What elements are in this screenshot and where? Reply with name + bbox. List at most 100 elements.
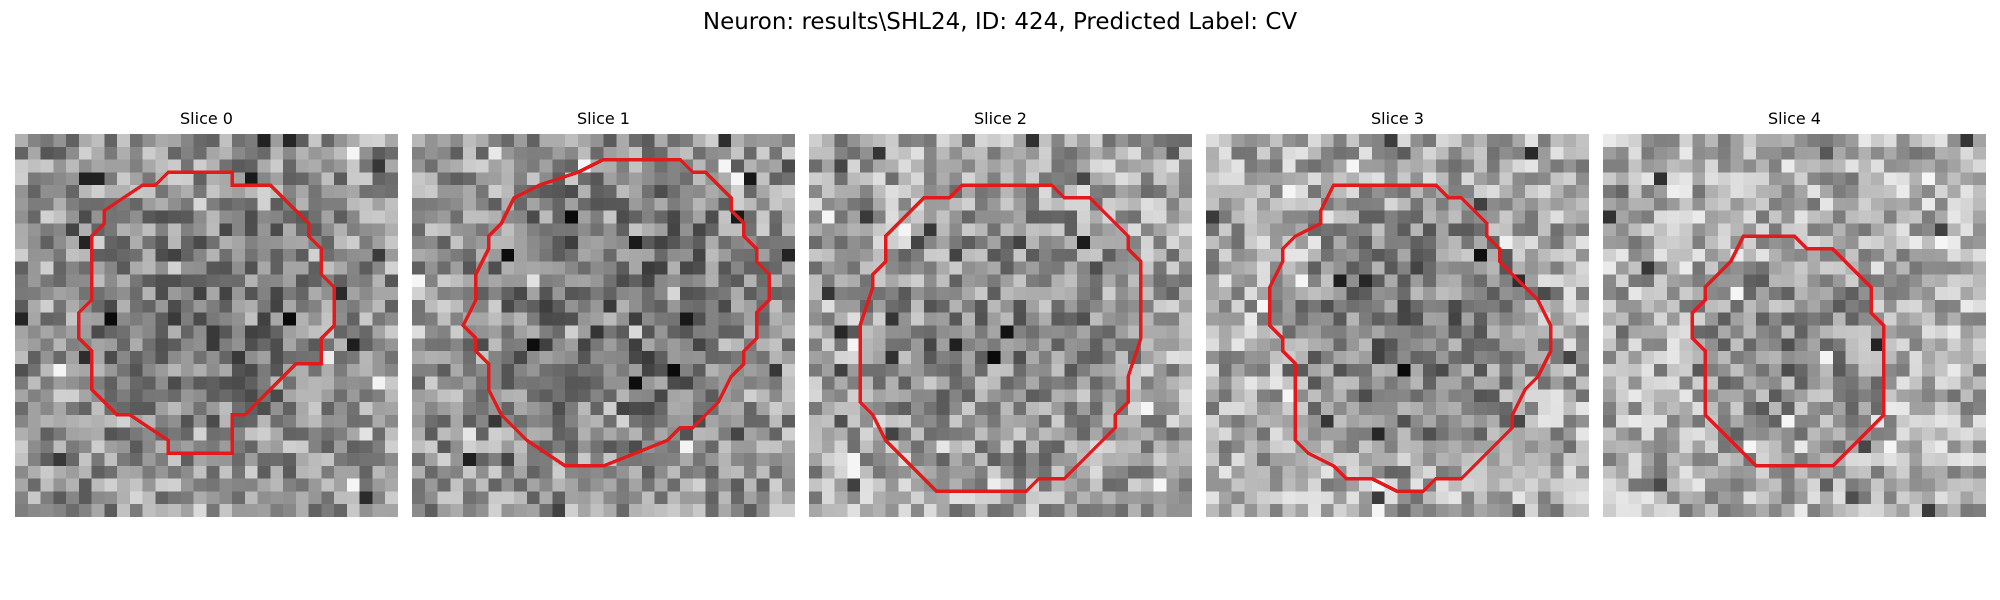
image-pixel <box>680 146 694 160</box>
image-pixel <box>769 172 783 186</box>
image-pixel <box>1218 159 1232 173</box>
image-pixel <box>654 146 668 160</box>
image-pixel <box>552 440 566 454</box>
image-pixel <box>1257 210 1271 224</box>
image-pixel <box>577 146 591 160</box>
image-pixel <box>1832 363 1846 377</box>
image-pixel <box>1909 134 1923 148</box>
image-pixel <box>565 376 579 390</box>
image-pixel <box>692 185 706 199</box>
image-pixel <box>731 491 745 505</box>
image-pixel <box>1717 274 1731 288</box>
image-pixel <box>1282 389 1296 403</box>
image-pixel <box>1064 414 1078 428</box>
image-pixel <box>1666 351 1680 365</box>
image-pixel <box>1128 453 1142 467</box>
image-pixel <box>1845 453 1859 467</box>
image-pixel <box>1858 351 1872 365</box>
image-pixel <box>1705 223 1719 237</box>
image-pixel <box>1077 287 1091 301</box>
image-pixel <box>1781 274 1795 288</box>
image-pixel <box>1615 453 1629 467</box>
image-pixel <box>1909 453 1923 467</box>
image-pixel <box>1423 414 1437 428</box>
image-pixel <box>206 351 220 365</box>
image-pixel <box>1858 363 1872 377</box>
image-pixel <box>1257 185 1271 199</box>
image-pixel <box>539 185 553 199</box>
image-pixel <box>539 414 553 428</box>
image-pixel <box>860 210 874 224</box>
image-pixel <box>359 197 373 211</box>
image-pixel <box>1128 376 1142 390</box>
image-pixel <box>1692 427 1706 441</box>
image-pixel <box>821 236 835 250</box>
image-pixel <box>488 261 502 275</box>
image-pixel <box>782 223 795 237</box>
image-pixel <box>629 210 643 224</box>
image-pixel <box>1435 376 1449 390</box>
image-pixel <box>1333 504 1347 517</box>
image-pixel <box>180 172 194 186</box>
image-pixel <box>1486 389 1500 403</box>
image-pixel <box>1295 465 1309 479</box>
image-pixel <box>1423 427 1437 441</box>
image-pixel <box>654 248 668 262</box>
image-pixel <box>117 478 131 492</box>
image-pixel <box>1947 197 1961 211</box>
image-pixel <box>718 465 732 479</box>
image-pixel <box>117 274 131 288</box>
image-pixel <box>847 236 861 250</box>
image-pixel <box>616 236 630 250</box>
image-pixel <box>1512 376 1526 390</box>
image-pixel <box>1077 159 1091 173</box>
image-pixel <box>1973 325 1986 339</box>
image-pixel <box>359 376 373 390</box>
image-pixel <box>321 440 335 454</box>
image-pixel <box>117 325 131 339</box>
image-pixel <box>1947 376 1961 390</box>
image-pixel <box>1603 389 1617 403</box>
image-pixel <box>412 414 426 428</box>
image-pixel <box>1781 172 1795 186</box>
image-pixel <box>334 402 348 416</box>
image-pixel <box>949 338 963 352</box>
image-pixel <box>923 414 937 428</box>
image-pixel <box>860 363 874 377</box>
image-pixel <box>1871 440 1885 454</box>
image-pixel <box>1359 389 1373 403</box>
image-pixel <box>283 402 297 416</box>
image-pixel <box>488 351 502 365</box>
image-pixel <box>346 440 360 454</box>
image-pixel <box>1871 389 1885 403</box>
image-pixel <box>1730 312 1744 326</box>
image-pixel <box>463 248 477 262</box>
image-pixel <box>40 274 54 288</box>
image-pixel <box>1832 172 1846 186</box>
image-pixel <box>1666 478 1680 492</box>
image-pixel <box>1705 376 1719 390</box>
image-pixel <box>1973 274 1986 288</box>
image-pixel <box>577 427 591 441</box>
image-pixel <box>1807 478 1821 492</box>
image-pixel <box>1128 491 1142 505</box>
image-pixel <box>1371 210 1385 224</box>
image-pixel <box>346 325 360 339</box>
image-pixel <box>53 236 67 250</box>
image-pixel <box>1973 414 1986 428</box>
image-pixel <box>1730 504 1744 517</box>
image-pixel <box>437 478 451 492</box>
image-pixel <box>412 134 426 148</box>
image-pixel <box>463 159 477 173</box>
image-pixel <box>219 248 233 262</box>
image-pixel <box>346 504 360 517</box>
image-pixel <box>437 453 451 467</box>
image-pixel <box>475 478 489 492</box>
image-pixel <box>91 376 105 390</box>
image-pixel <box>1973 491 1986 505</box>
image-pixel <box>1807 236 1821 250</box>
image-pixel <box>1089 312 1103 326</box>
image-pixel <box>1756 172 1770 186</box>
image-pixel <box>1218 402 1232 416</box>
image-pixel <box>1166 210 1180 224</box>
